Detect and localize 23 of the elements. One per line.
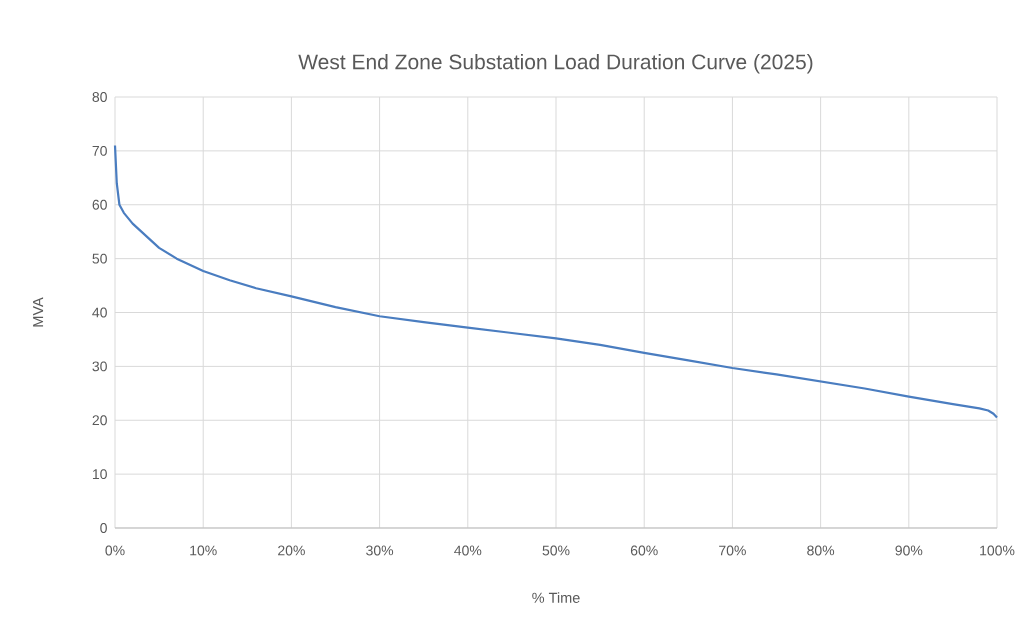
x-tick-label: 100% [980, 545, 1015, 556]
y-axis-title: MVA [33, 297, 44, 327]
x-tick-label: 30% [366, 545, 394, 556]
x-tick-label: 0% [105, 545, 125, 556]
x-tick-label: 60% [630, 545, 658, 556]
y-tick-label: 80 [92, 92, 107, 102]
y-tick-label: 70 [92, 145, 107, 156]
y-tick-label: 30 [92, 361, 107, 372]
x-tick-label: 20% [278, 545, 305, 556]
y-tick-label: 40 [92, 307, 107, 318]
y-tick-label: 50 [92, 253, 107, 264]
x-tick-label: 50% [542, 545, 570, 556]
x-tick-label: 90% [895, 545, 923, 556]
y-tick-label: 10 [92, 469, 107, 480]
chart-title: West End Zone Substation Load Duration Curve (2025) [298, 53, 813, 74]
x-tick-label: 80% [807, 545, 835, 556]
y-tick-label: 0 [100, 523, 107, 533]
x-axis-title: % Time [532, 592, 580, 603]
x-tick-label: 70% [719, 545, 746, 556]
y-tick-label: 20 [92, 415, 107, 426]
x-tick-label: 10% [190, 545, 217, 556]
y-tick-label: 60 [92, 199, 107, 210]
x-tick-label: 40% [454, 545, 482, 556]
